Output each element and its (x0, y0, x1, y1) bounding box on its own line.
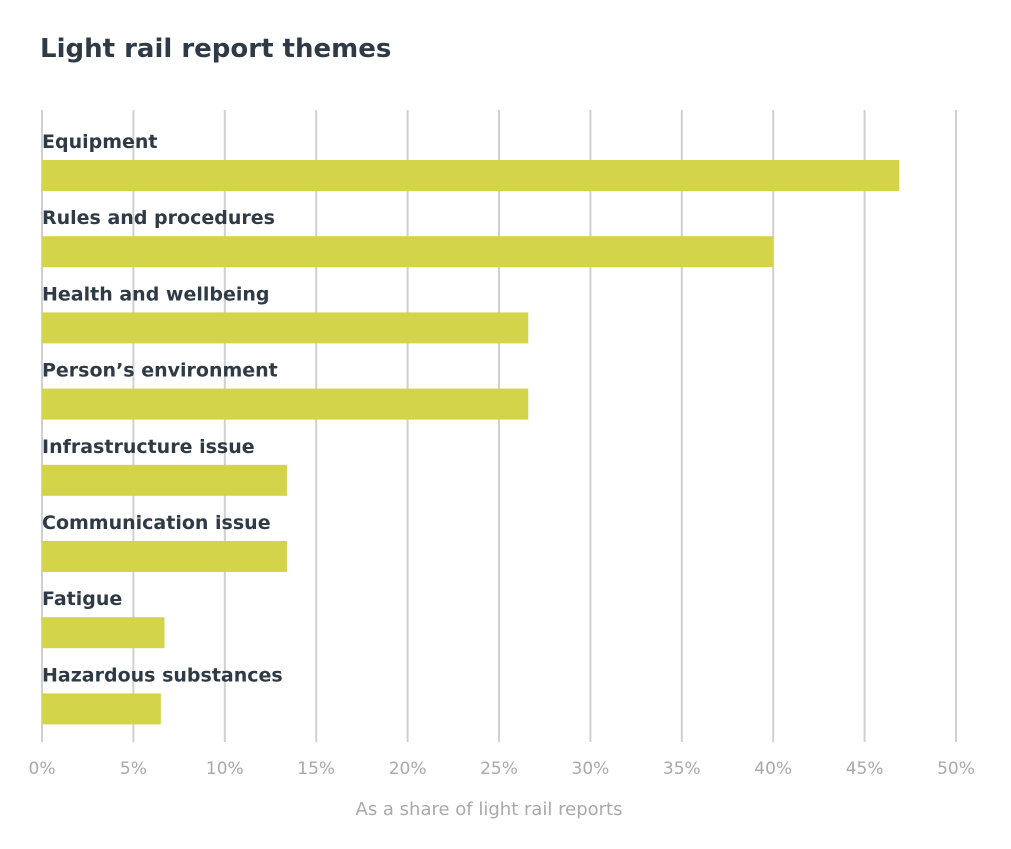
x-tick-label: 0% (29, 759, 56, 779)
category-label: Rules and procedures (42, 207, 275, 229)
x-tick-label: 35% (663, 759, 701, 779)
bar (42, 464, 287, 496)
bar (42, 236, 774, 268)
category-label: Person’s environment (42, 360, 278, 382)
x-tick-label: 15% (297, 759, 335, 779)
bar (42, 160, 900, 191)
bar (42, 541, 287, 572)
category-label: Hazardous substances (42, 664, 283, 686)
category-label: Fatigue (42, 588, 122, 610)
category-labels: Equipment Rules and procedures Health and … (42, 131, 283, 686)
x-tick-labels: 0% 5% 10% 15% 20% 25% 30% 35% 40% 45% 50% (29, 759, 975, 779)
x-tick-label: 30% (572, 759, 610, 779)
x-tick-label: 40% (754, 759, 792, 779)
x-tick-label: 45% (846, 759, 884, 779)
bar (42, 693, 161, 725)
x-tick-label: 50% (937, 759, 975, 779)
category-label: Equipment (42, 131, 158, 153)
x-tick-label: 5% (120, 759, 147, 779)
x-axis-title: As a share of light rail reports (356, 799, 623, 820)
bar (42, 617, 165, 649)
category-label: Health and wellbeing (42, 283, 270, 305)
gridlines (41, 110, 957, 742)
chart-title: Light rail report themes (40, 34, 392, 64)
category-label: Communication issue (42, 512, 271, 534)
category-label: Infrastructure issue (42, 436, 255, 458)
bars (42, 160, 900, 725)
bar (42, 312, 529, 344)
x-tick-label: 20% (389, 759, 427, 779)
bar (42, 388, 529, 420)
x-tick-label: 25% (480, 759, 518, 779)
x-tick-label: 10% (206, 759, 244, 779)
